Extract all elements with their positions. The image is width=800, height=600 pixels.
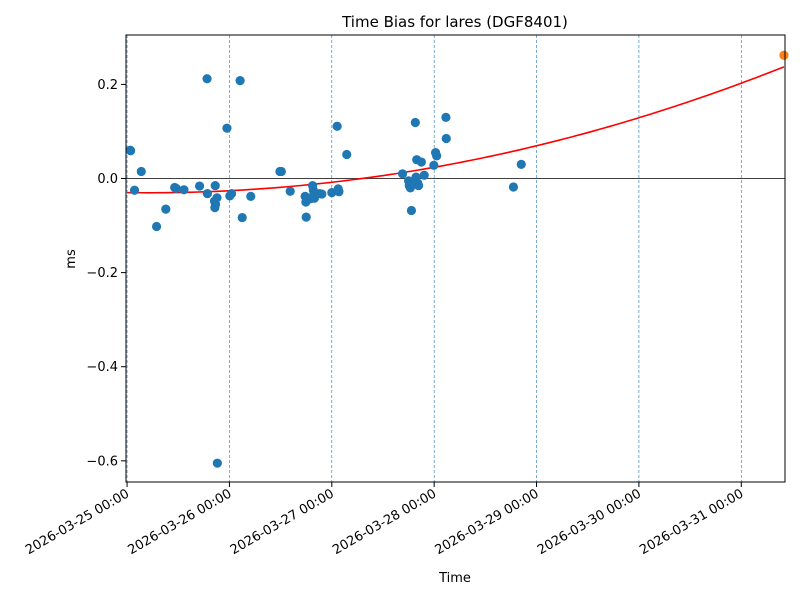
y-tick-label: −0.2	[86, 266, 118, 281]
data-point	[397, 169, 408, 179]
data-point	[202, 74, 212, 84]
data-point	[406, 205, 417, 216]
data-point	[332, 121, 342, 131]
data-point	[276, 166, 286, 177]
y-axis-label: ms	[64, 249, 79, 269]
data-point	[202, 188, 212, 199]
y-tick-label: 0.0	[97, 172, 118, 187]
data-point	[416, 157, 426, 167]
y-tick-label: −0.6	[86, 454, 118, 469]
fit-curve	[127, 66, 785, 194]
data-point	[441, 112, 451, 122]
chart-title: Time Bias for lares (DGF8401)	[341, 13, 568, 31]
data-point	[194, 181, 205, 191]
data-point	[413, 180, 424, 191]
data-point	[285, 186, 295, 196]
data-point	[210, 203, 220, 213]
data-point	[126, 146, 136, 156]
plot-frame	[125, 34, 786, 483]
data-point	[334, 187, 344, 197]
data-point	[419, 170, 429, 180]
data-point	[237, 212, 247, 223]
data-point	[226, 188, 237, 199]
data-point	[210, 180, 220, 191]
data-point	[212, 193, 222, 203]
data-point	[171, 183, 181, 193]
data-point	[516, 159, 526, 169]
data-point	[246, 191, 256, 201]
data-point	[212, 458, 222, 468]
data-point	[222, 123, 232, 133]
data-point	[432, 151, 442, 161]
y-tick-label: −0.4	[86, 360, 118, 375]
data-point	[301, 212, 311, 222]
data-point	[508, 182, 519, 192]
data-point	[342, 149, 352, 160]
data-point	[136, 166, 146, 177]
x-axis-label: Time	[438, 571, 471, 586]
data-point	[441, 133, 451, 144]
data-point	[151, 221, 162, 232]
data-point	[161, 204, 171, 214]
data-point	[235, 76, 245, 86]
data-point	[179, 185, 189, 195]
data-point	[129, 185, 140, 195]
data-point	[429, 160, 439, 170]
data-point	[410, 117, 420, 128]
data-point	[317, 189, 327, 199]
y-tick-label: 0.2	[97, 78, 118, 93]
prediction-point	[779, 50, 789, 60]
